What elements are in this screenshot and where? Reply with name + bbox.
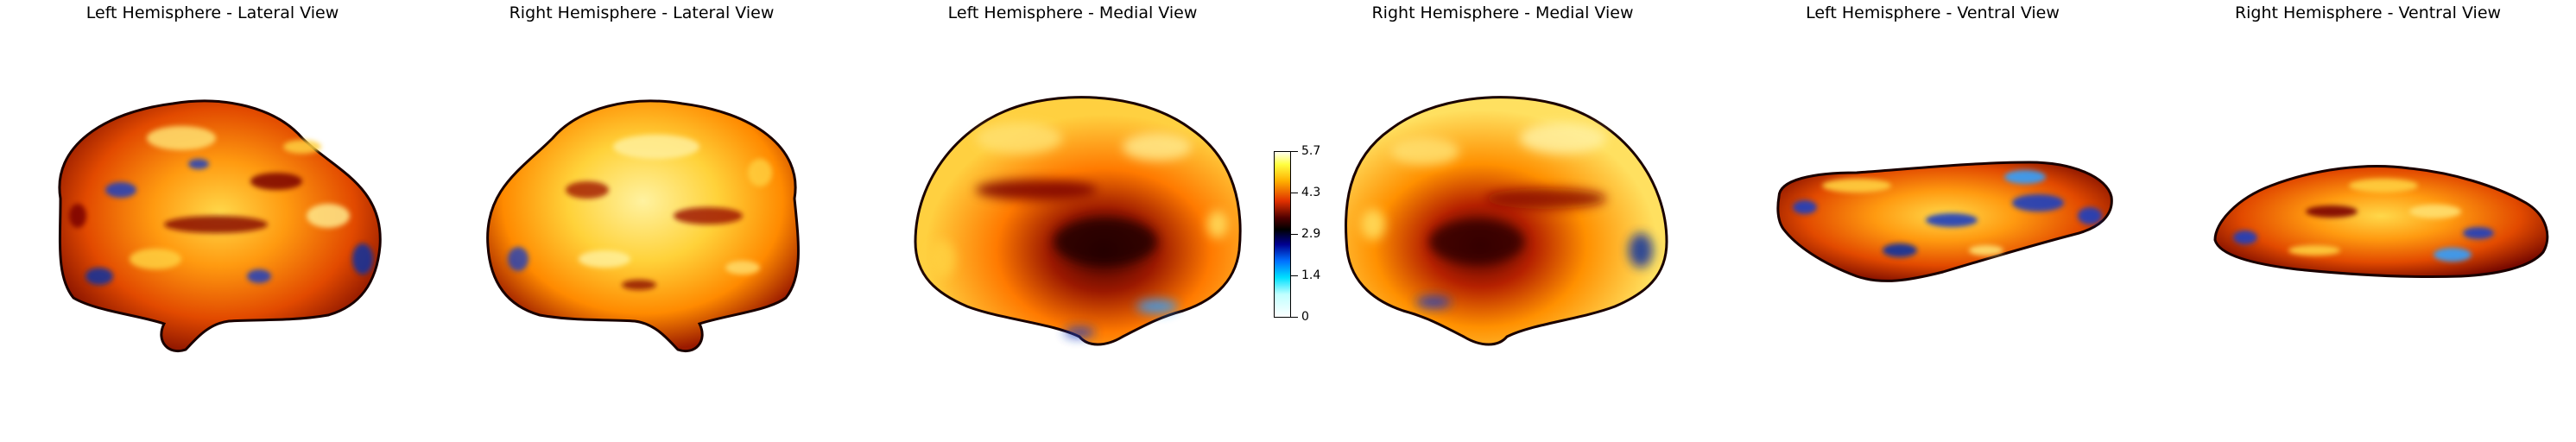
colorbar-tick-label: 1.4 <box>1301 268 1320 282</box>
colorbar-tick <box>1291 275 1298 276</box>
brain-right-lateral <box>488 101 799 351</box>
brain-right-ventral <box>2215 166 2548 276</box>
brain-left-medial <box>915 98 1240 344</box>
brain-left-lateral <box>60 101 380 351</box>
colorbar-tick-label: 4.3 <box>1301 186 1320 199</box>
colorbar-tick-label: 5.7 <box>1301 144 1320 158</box>
colorbar-tick <box>1291 234 1298 235</box>
colorbar-tick <box>1291 151 1298 152</box>
brain-right-medial <box>1345 98 1667 344</box>
colorbar-tick <box>1291 317 1298 318</box>
brain-left-ventral <box>1778 162 2111 281</box>
colorbar-tick-label: 0 <box>1301 310 1309 324</box>
colorbar <box>1274 151 1291 318</box>
colorbar-tick-label: 2.9 <box>1301 227 1320 241</box>
